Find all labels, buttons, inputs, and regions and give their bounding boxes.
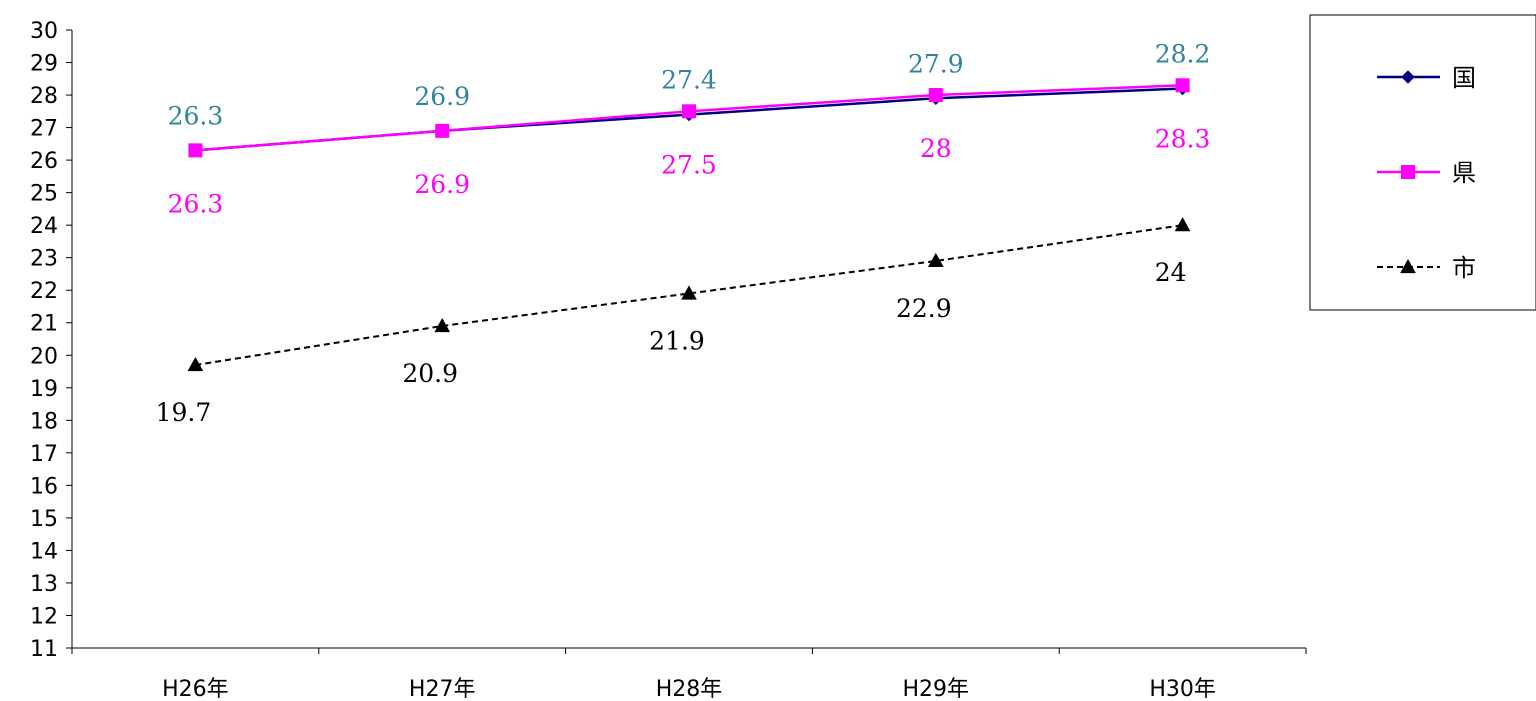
x-tick-label: H26年: [162, 677, 229, 701]
data-point: [187, 356, 204, 372]
data-label: 26.3: [168, 189, 224, 218]
data-point: [681, 285, 697, 300]
data-label: 21.9: [649, 326, 705, 355]
x-tick-label: H30年: [1149, 677, 1216, 701]
data-labels: 26.3 26.9 27.4 27.9 28.2 26.3 26.9 27.5 28 28.3 19…: [156, 40, 1211, 427]
data-point: [928, 88, 943, 103]
data-point: [927, 252, 944, 268]
y-tick-label: 27: [30, 117, 58, 142]
legend-label: 国: [1452, 64, 1476, 92]
legend-label: 市: [1452, 254, 1476, 282]
y-tick-label: 14: [30, 539, 58, 564]
series-lines: [195, 84, 1183, 367]
y-tick-label: 25: [30, 182, 58, 207]
data-label: 26.9: [414, 170, 470, 199]
diamond-icon: [1401, 70, 1415, 84]
data-label: 27.5: [661, 150, 717, 179]
data-point: [434, 317, 451, 333]
y-tick-label: 12: [30, 604, 58, 629]
legend: 国県市: [1309, 14, 1536, 311]
x-axis-ticks: H26年 H27年 H28年 H29年 H30年: [71, 648, 1307, 701]
series-line-shi: [195, 224, 1183, 367]
triangle-icon: [1400, 258, 1416, 274]
data-point: [682, 104, 696, 119]
data-label: 26.9: [414, 82, 470, 111]
y-tick-label: 19: [30, 377, 58, 402]
x-tick-label: H27年: [409, 677, 476, 701]
x-tick-label: H28年: [656, 677, 723, 701]
x-tick-label: H29年: [903, 677, 970, 701]
data-label: 20.9: [402, 359, 458, 388]
data-point: [188, 143, 203, 158]
data-label: 28.3: [1155, 124, 1211, 153]
y-tick-label: 11: [30, 637, 58, 662]
data-point: [435, 123, 450, 138]
y-tick-label: 26: [30, 149, 58, 174]
data-label: 19.7: [156, 398, 212, 427]
chart-axes: [71, 30, 1306, 649]
y-tick-label: 17: [30, 442, 58, 467]
y-tick-label: 28: [30, 84, 58, 109]
y-tick-label: 16: [30, 474, 58, 499]
y-tick-label: 30: [30, 19, 58, 44]
square-icon: [1401, 165, 1415, 179]
data-label: 27.9: [908, 49, 964, 78]
series-markers: [187, 78, 1191, 372]
data-label: 24: [1155, 258, 1187, 287]
data-label: 27.4: [661, 66, 717, 95]
data-point: [1175, 78, 1190, 93]
data-label: 28.2: [1155, 40, 1211, 69]
data-point: [1174, 217, 1191, 232]
y-tick-label: 20: [30, 344, 58, 369]
legend-box: [1309, 14, 1536, 311]
y-tick-label: 18: [30, 409, 58, 434]
y-axis-ticks: 11 12 13 14 15 16 17 18 19 20 21 22 23 24 25 26 27 28 29 30: [30, 19, 72, 662]
y-tick-label: 13: [30, 572, 58, 597]
data-label: 26.3: [168, 101, 224, 130]
y-tick-label: 22: [30, 279, 58, 304]
y-tick-label: 24: [30, 214, 58, 239]
y-tick-label: 21: [30, 312, 58, 337]
legend-label: 県: [1452, 159, 1476, 187]
data-label: 22.9: [896, 294, 952, 323]
y-tick-label: 29: [30, 52, 58, 77]
y-tick-label: 15: [30, 507, 58, 532]
y-tick-label: 23: [30, 247, 58, 272]
data-label: 28: [920, 134, 952, 163]
